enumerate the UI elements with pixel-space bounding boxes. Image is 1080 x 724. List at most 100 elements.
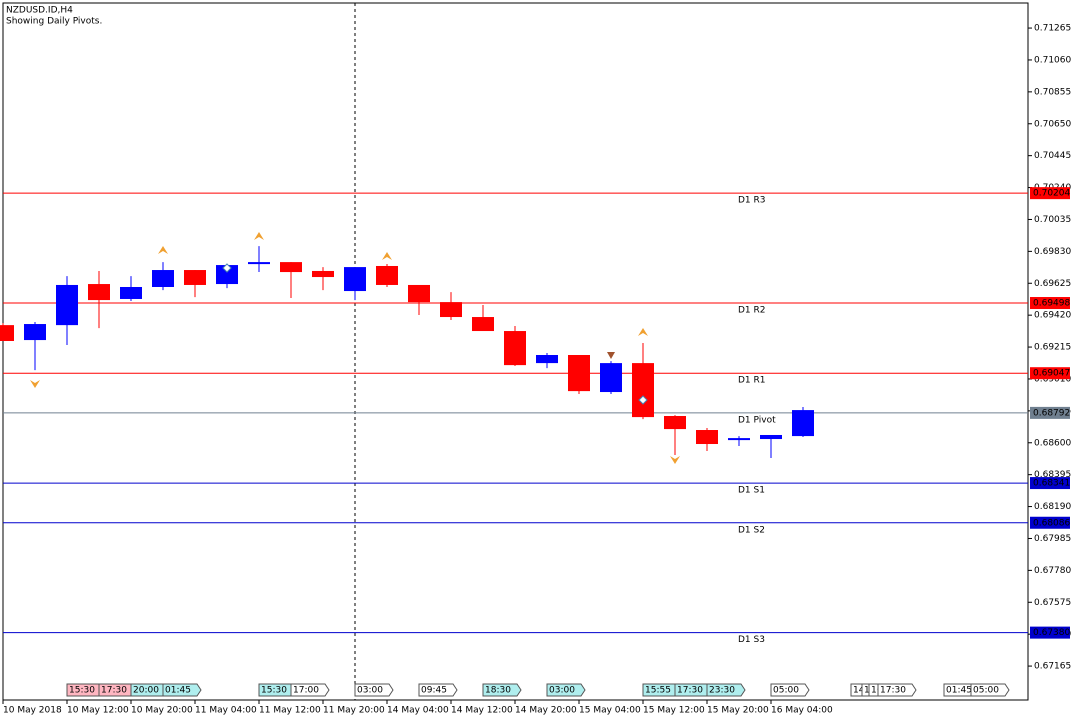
event-label: 16 — [871, 686, 883, 696]
fractal-arrow — [670, 456, 680, 464]
candle-body — [376, 265, 398, 285]
y-tick-label: 0.69010 — [1034, 374, 1071, 384]
x-tick-label: 15 May 20:00 — [707, 706, 769, 716]
candle-body — [664, 416, 686, 430]
chart-subtitle: Showing Daily Pivots. — [6, 17, 102, 27]
y-tick-label: 0.70650 — [1034, 119, 1071, 129]
price-label: 0.67380 — [1033, 628, 1070, 638]
event-box — [970, 683, 1010, 697]
event-box — [354, 683, 394, 697]
x-tick-label: 15 May 12:00 — [643, 706, 705, 716]
pivot-name: D1 R3 — [738, 196, 766, 206]
price-label: 0.69047 — [1033, 369, 1070, 379]
pivot-name: D1 S2 — [738, 525, 765, 535]
event-label: 17:30 — [677, 686, 703, 696]
y-tick-label: 0.67985 — [1034, 534, 1071, 544]
candle-body — [696, 430, 718, 445]
x-tick-label: 14 May 20:00 — [515, 706, 577, 716]
price-label-box — [1030, 406, 1070, 419]
event-label: 03:00 — [549, 686, 575, 696]
marker — [607, 352, 615, 359]
y-tick-label: 0.69830 — [1034, 247, 1071, 257]
event-box — [418, 683, 458, 697]
marker — [222, 263, 232, 273]
event-label: 17:30 — [101, 686, 127, 696]
event-label: 17:30 — [880, 686, 906, 696]
candle-body — [440, 302, 462, 318]
price-label: 0.68341 — [1033, 479, 1070, 489]
x-tick-label: 14 May 12:00 — [451, 706, 513, 716]
x-tick-label: 10 May 12:00 — [67, 706, 129, 716]
x-tick-label: 14 May 04:00 — [387, 706, 449, 716]
y-tick-label: 0.68600 — [1034, 438, 1071, 448]
candle-body — [600, 363, 622, 393]
candle-body — [152, 270, 174, 287]
event-label: 01:45 — [946, 686, 972, 696]
pivot-name: D1 S1 — [738, 486, 765, 496]
event-label: 15:30 — [261, 686, 287, 696]
event-label: 1 — [864, 686, 870, 696]
candle-body — [504, 331, 526, 366]
candle-body — [472, 317, 494, 332]
event-box — [290, 683, 330, 697]
y-tick-label: 0.67165 — [1034, 662, 1071, 672]
event-label: 05:00 — [973, 686, 999, 696]
price-label: 0.68792 — [1033, 408, 1070, 418]
x-tick-label: 11 May 04:00 — [195, 706, 257, 716]
chart-title: NZDUSD.ID,H4 — [6, 6, 73, 16]
x-tick-label: 15 May 04:00 — [579, 706, 641, 716]
event-box — [162, 683, 202, 697]
candle-body — [56, 284, 78, 326]
pivot-name: D1 S3 — [738, 635, 765, 645]
fractal-arrow — [382, 252, 392, 260]
fractal-arrow — [638, 328, 648, 336]
price-label-box — [1030, 297, 1070, 310]
price-label-box — [1030, 187, 1070, 200]
event-label: 03:00 — [357, 686, 383, 696]
x-tick-label: 11 May 20:00 — [323, 706, 385, 716]
event-label: 15:30 — [69, 686, 95, 696]
event-label: 14 — [853, 686, 865, 696]
event-box — [770, 683, 810, 697]
price-label: 0.68086 — [1033, 518, 1070, 528]
candle-body — [568, 355, 590, 392]
fractal-arrow — [30, 380, 40, 388]
y-tick-label: 0.67575 — [1034, 598, 1071, 608]
price-label: 0.69498 — [1033, 299, 1070, 309]
event-label: 18:30 — [485, 686, 511, 696]
event-label: 20:00 — [133, 686, 159, 696]
event-label: 17:00 — [293, 686, 319, 696]
marker — [638, 395, 648, 405]
y-tick-label: 0.68190 — [1034, 502, 1071, 512]
fractal-arrow — [158, 246, 168, 254]
fractal-arrow — [254, 232, 264, 240]
candle-body — [536, 355, 558, 364]
event-box — [877, 683, 917, 697]
candle-body — [728, 438, 750, 441]
event-label: 01:45 — [165, 686, 191, 696]
pivot-name: D1 R1 — [738, 376, 766, 386]
candle-body — [120, 286, 142, 299]
x-tick-label: 10 May 20:00 — [131, 706, 193, 716]
candle-body — [216, 265, 238, 285]
x-tick-label: 11 May 12:00 — [259, 706, 321, 716]
candle-body — [280, 262, 302, 273]
x-tick-label: 16 May 04:00 — [771, 706, 833, 716]
candle-body — [248, 262, 270, 265]
event-label: 15:55 — [645, 686, 671, 696]
candle-body — [88, 284, 110, 301]
candle-body — [312, 270, 334, 278]
event-label: 05:00 — [773, 686, 799, 696]
y-tick-label: 0.71265 — [1034, 24, 1071, 34]
candle-body — [760, 434, 782, 440]
candle-body — [408, 284, 430, 303]
candle-body — [184, 270, 206, 285]
candle-body — [344, 267, 366, 292]
y-tick-label: 0.69625 — [1034, 279, 1071, 289]
price-label-box — [1030, 367, 1070, 380]
price-label: 0.70204 — [1033, 189, 1070, 199]
pivot-name: D1 R2 — [738, 306, 766, 316]
event-label: 23:30 — [709, 686, 735, 696]
candle-body — [632, 363, 654, 418]
